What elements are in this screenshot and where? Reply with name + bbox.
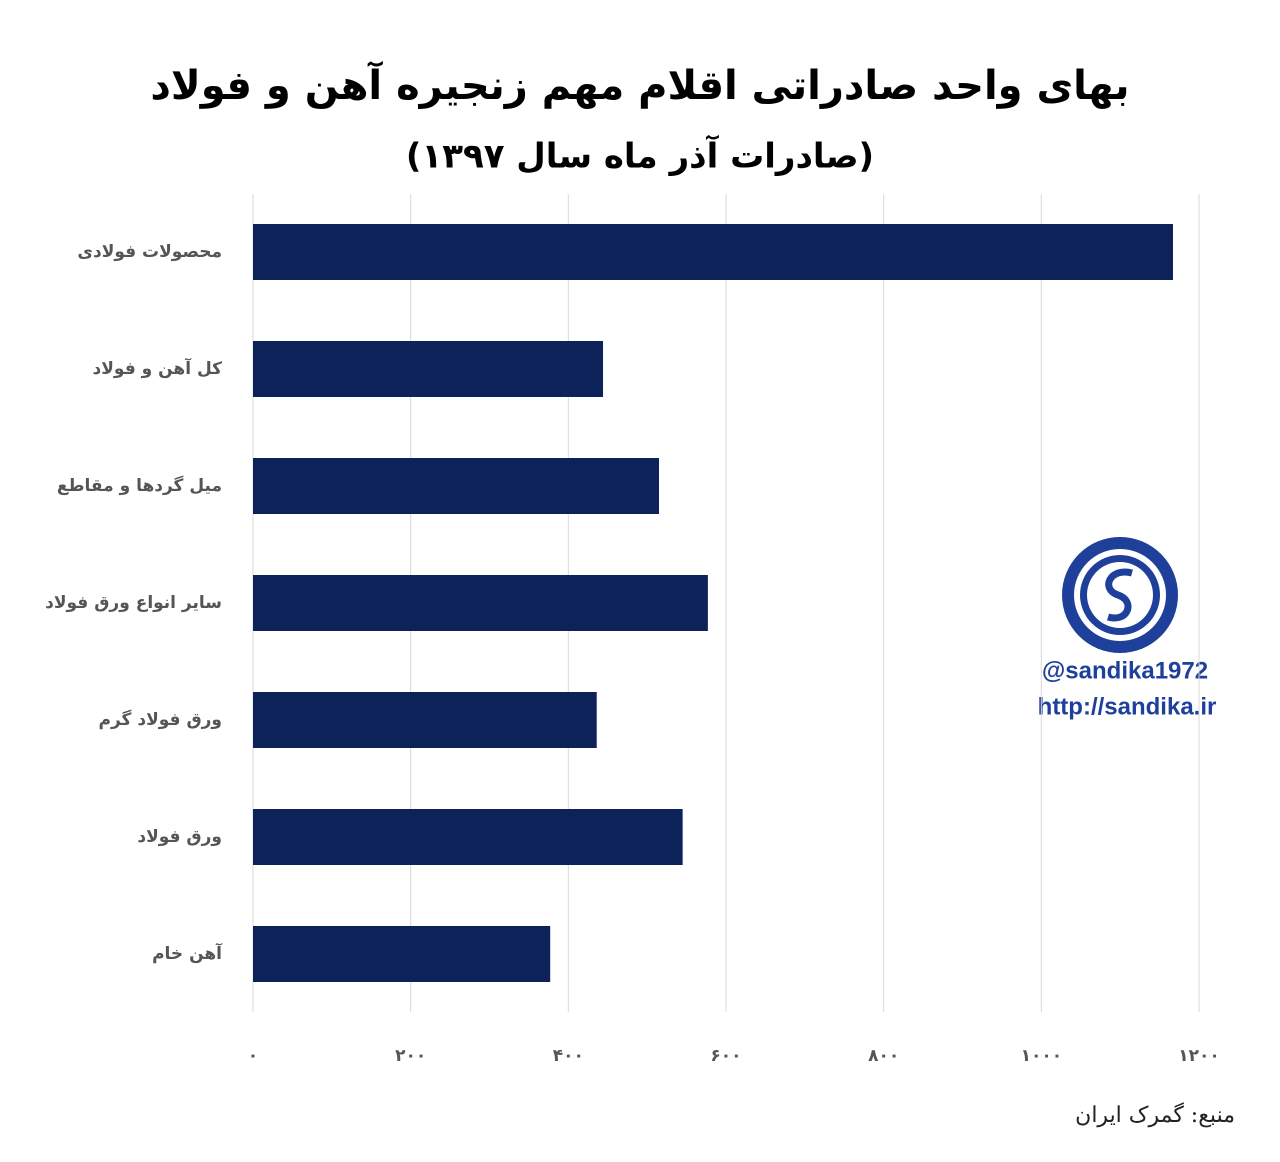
x-tick-label: ۸۰۰ (868, 1046, 899, 1066)
y-tick-label: محصولات فولادی (77, 242, 222, 262)
x-tick-label: ۰ (248, 1046, 258, 1066)
bar (253, 341, 604, 397)
watermark-url: http://sandika.ir (1038, 693, 1217, 720)
y-tick-label: سایر انواع ورق فولاد (45, 593, 222, 613)
x-tick-label: ۲۰۰ (395, 1046, 426, 1066)
y-tick-label: ورق فولاد گرم (99, 709, 222, 730)
chart-title: بهای واحد صادراتی اقلام مهم زنجیره آهن و… (150, 60, 1129, 109)
y-tick-label: میل گردها و مقاطع (57, 475, 222, 496)
y-tick-label: ورق فولاد (137, 827, 222, 847)
chart-subtitle: (صادرات آذر ماه سال ۱۳۹۷) (406, 135, 874, 177)
x-tick-label: ۱۲۰۰ (1178, 1046, 1220, 1066)
bar (253, 224, 1173, 280)
source: منبع: گمرک ایران (1075, 1102, 1235, 1128)
bar (253, 926, 551, 982)
x-tick-label: ۱۰۰۰ (1021, 1046, 1063, 1066)
y-tick-label: آهن خام (152, 942, 223, 964)
bar (253, 692, 597, 748)
y-tick-label: کل آهن و فولاد (93, 357, 223, 379)
bar (253, 809, 683, 865)
x-tick-label: ۴۰۰ (553, 1046, 584, 1066)
bar (253, 458, 659, 514)
logo (1062, 537, 1178, 653)
bar (253, 575, 708, 631)
x-tick-label: ۶۰۰ (710, 1046, 741, 1066)
watermark-handle: @sandika1972 (1042, 657, 1208, 684)
